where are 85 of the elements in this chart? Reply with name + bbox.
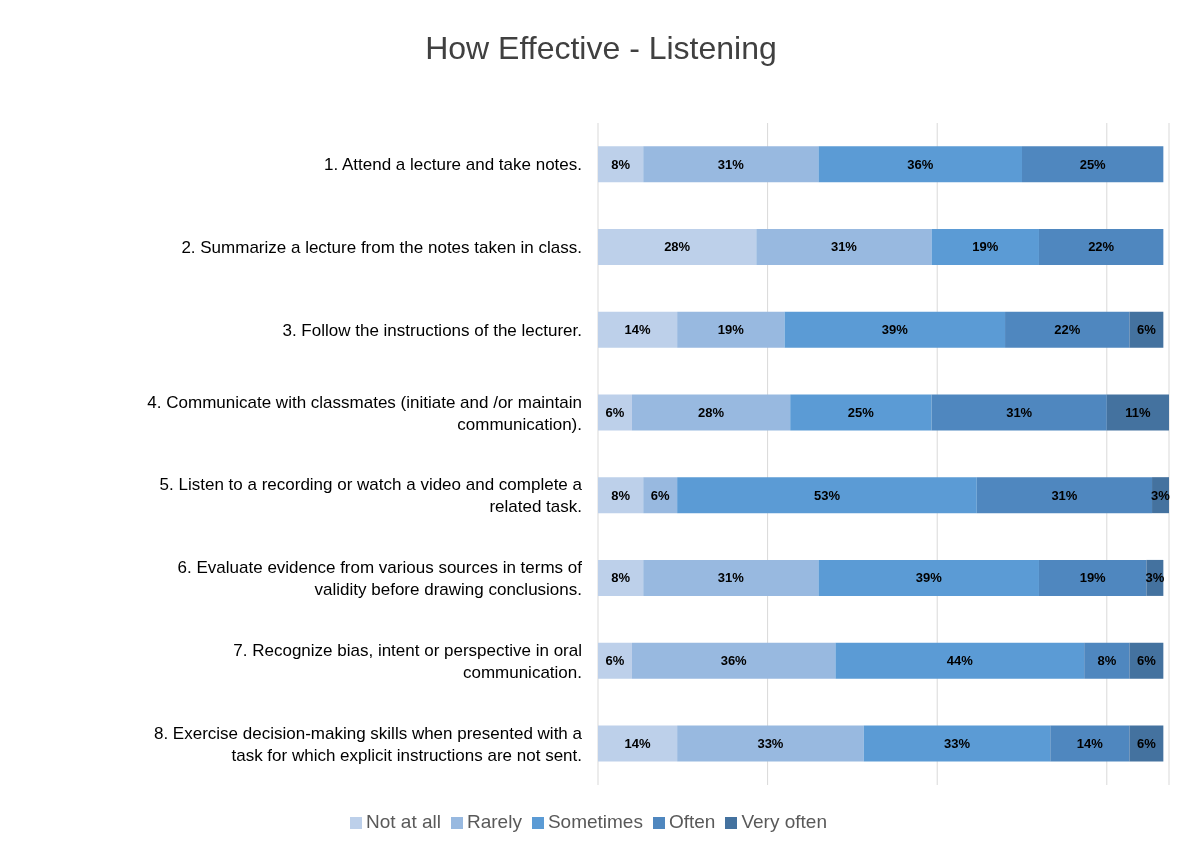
chart-title: How Effective - Listening	[424, 29, 778, 68]
bar	[1022, 146, 1164, 183]
bar	[1038, 559, 1147, 596]
data-label: 53%	[813, 487, 841, 503]
data-label: 14%	[624, 322, 652, 338]
legend-label: Rarely	[467, 811, 522, 832]
data-label: 25%	[847, 404, 875, 420]
bar	[1129, 642, 1164, 679]
legend-label: Often	[668, 811, 716, 832]
data-label: 28%	[698, 404, 725, 420]
data-label: 8%	[1097, 653, 1117, 669]
bar	[643, 146, 819, 183]
data-label: 25%	[1079, 156, 1107, 172]
bar	[931, 228, 1039, 265]
data-label: 22%	[1088, 239, 1115, 255]
legend-label: Sometimes	[547, 811, 643, 832]
legend-label: Very often	[741, 811, 827, 832]
y-tick-label: 1. Attend a lecture and take notes.	[323, 154, 582, 174]
bar	[677, 477, 977, 514]
bar	[1106, 394, 1169, 431]
bar	[631, 642, 836, 679]
y-tick-label: 6. Evaluate evidence from various sources in terms of validity before drawing conclusions.	[177, 557, 583, 599]
bar	[1038, 228, 1164, 265]
data-label: 14%	[1076, 735, 1104, 751]
bar	[1129, 311, 1164, 348]
data-label: 6%	[605, 653, 625, 669]
data-label: 19%	[972, 239, 999, 255]
data-label: 6%	[605, 404, 625, 420]
bar	[643, 559, 819, 596]
data-label: 39%	[915, 570, 943, 586]
data-label: 44%	[946, 653, 974, 669]
bar	[1129, 725, 1164, 762]
data-label: 22%	[1054, 322, 1081, 338]
bar	[677, 311, 785, 348]
data-label: 28%	[664, 239, 691, 255]
y-tick-label: 5. Listen to a recording or watch a video and complete a related task.	[159, 474, 583, 516]
data-label: 31%	[830, 239, 858, 255]
bar	[598, 394, 632, 431]
y-tick-label: 4. Communicate with classmates (initiate and /or maintain communication).	[147, 392, 582, 434]
bar	[790, 394, 932, 431]
data-label: 19%	[717, 322, 745, 338]
bar	[931, 394, 1107, 431]
data-label: 6%	[1136, 322, 1157, 338]
bar	[598, 725, 678, 762]
data-label: 14%	[624, 735, 652, 751]
data-label: 19%	[1079, 570, 1107, 586]
bar	[598, 477, 644, 514]
bar	[1005, 311, 1130, 348]
data-label: 6%	[1136, 653, 1157, 669]
data-label: 31%	[717, 570, 745, 586]
bar	[1050, 725, 1130, 762]
bar	[598, 311, 678, 348]
bar	[835, 642, 1085, 679]
data-label: 36%	[907, 156, 934, 172]
data-label: 6%	[650, 487, 671, 503]
bar	[631, 394, 791, 431]
data-label: 31%	[717, 156, 745, 172]
bar	[598, 642, 632, 679]
y-tick-label: 2. Summarize a lecture from the notes taken in class.	[181, 237, 582, 257]
y-tick-label: 3. Follow the instructions of the lecturer.	[282, 320, 582, 340]
bar	[598, 146, 644, 183]
bar	[976, 477, 1153, 514]
data-label: 33%	[757, 735, 784, 751]
data-label: 33%	[943, 735, 971, 751]
bar	[818, 146, 1023, 183]
bar	[598, 228, 757, 265]
bar	[677, 725, 864, 762]
data-label: 8%	[611, 156, 631, 172]
data-label: 36%	[720, 653, 748, 669]
data-label: 6%	[1136, 735, 1157, 751]
data-label: 31%	[1051, 487, 1078, 503]
bar	[756, 228, 932, 265]
y-tick-label: 8. Exercise decision-making skills when presented with a task for which explicit instructions are not sent.	[153, 723, 583, 765]
bar	[863, 725, 1051, 762]
data-label: 8%	[611, 487, 631, 503]
data-label: 11%	[1125, 404, 1151, 420]
data-label: 31%	[1006, 404, 1033, 420]
data-label: 39%	[881, 322, 909, 338]
bar	[598, 559, 644, 596]
data-label: 8%	[611, 570, 631, 586]
bar	[784, 311, 1006, 348]
legend-label: Not at all	[366, 811, 441, 832]
y-tick-label: 7. Recognize bias, intent or perspective in oral communication.	[233, 640, 582, 682]
bar	[818, 559, 1039, 596]
bar	[1084, 642, 1130, 679]
